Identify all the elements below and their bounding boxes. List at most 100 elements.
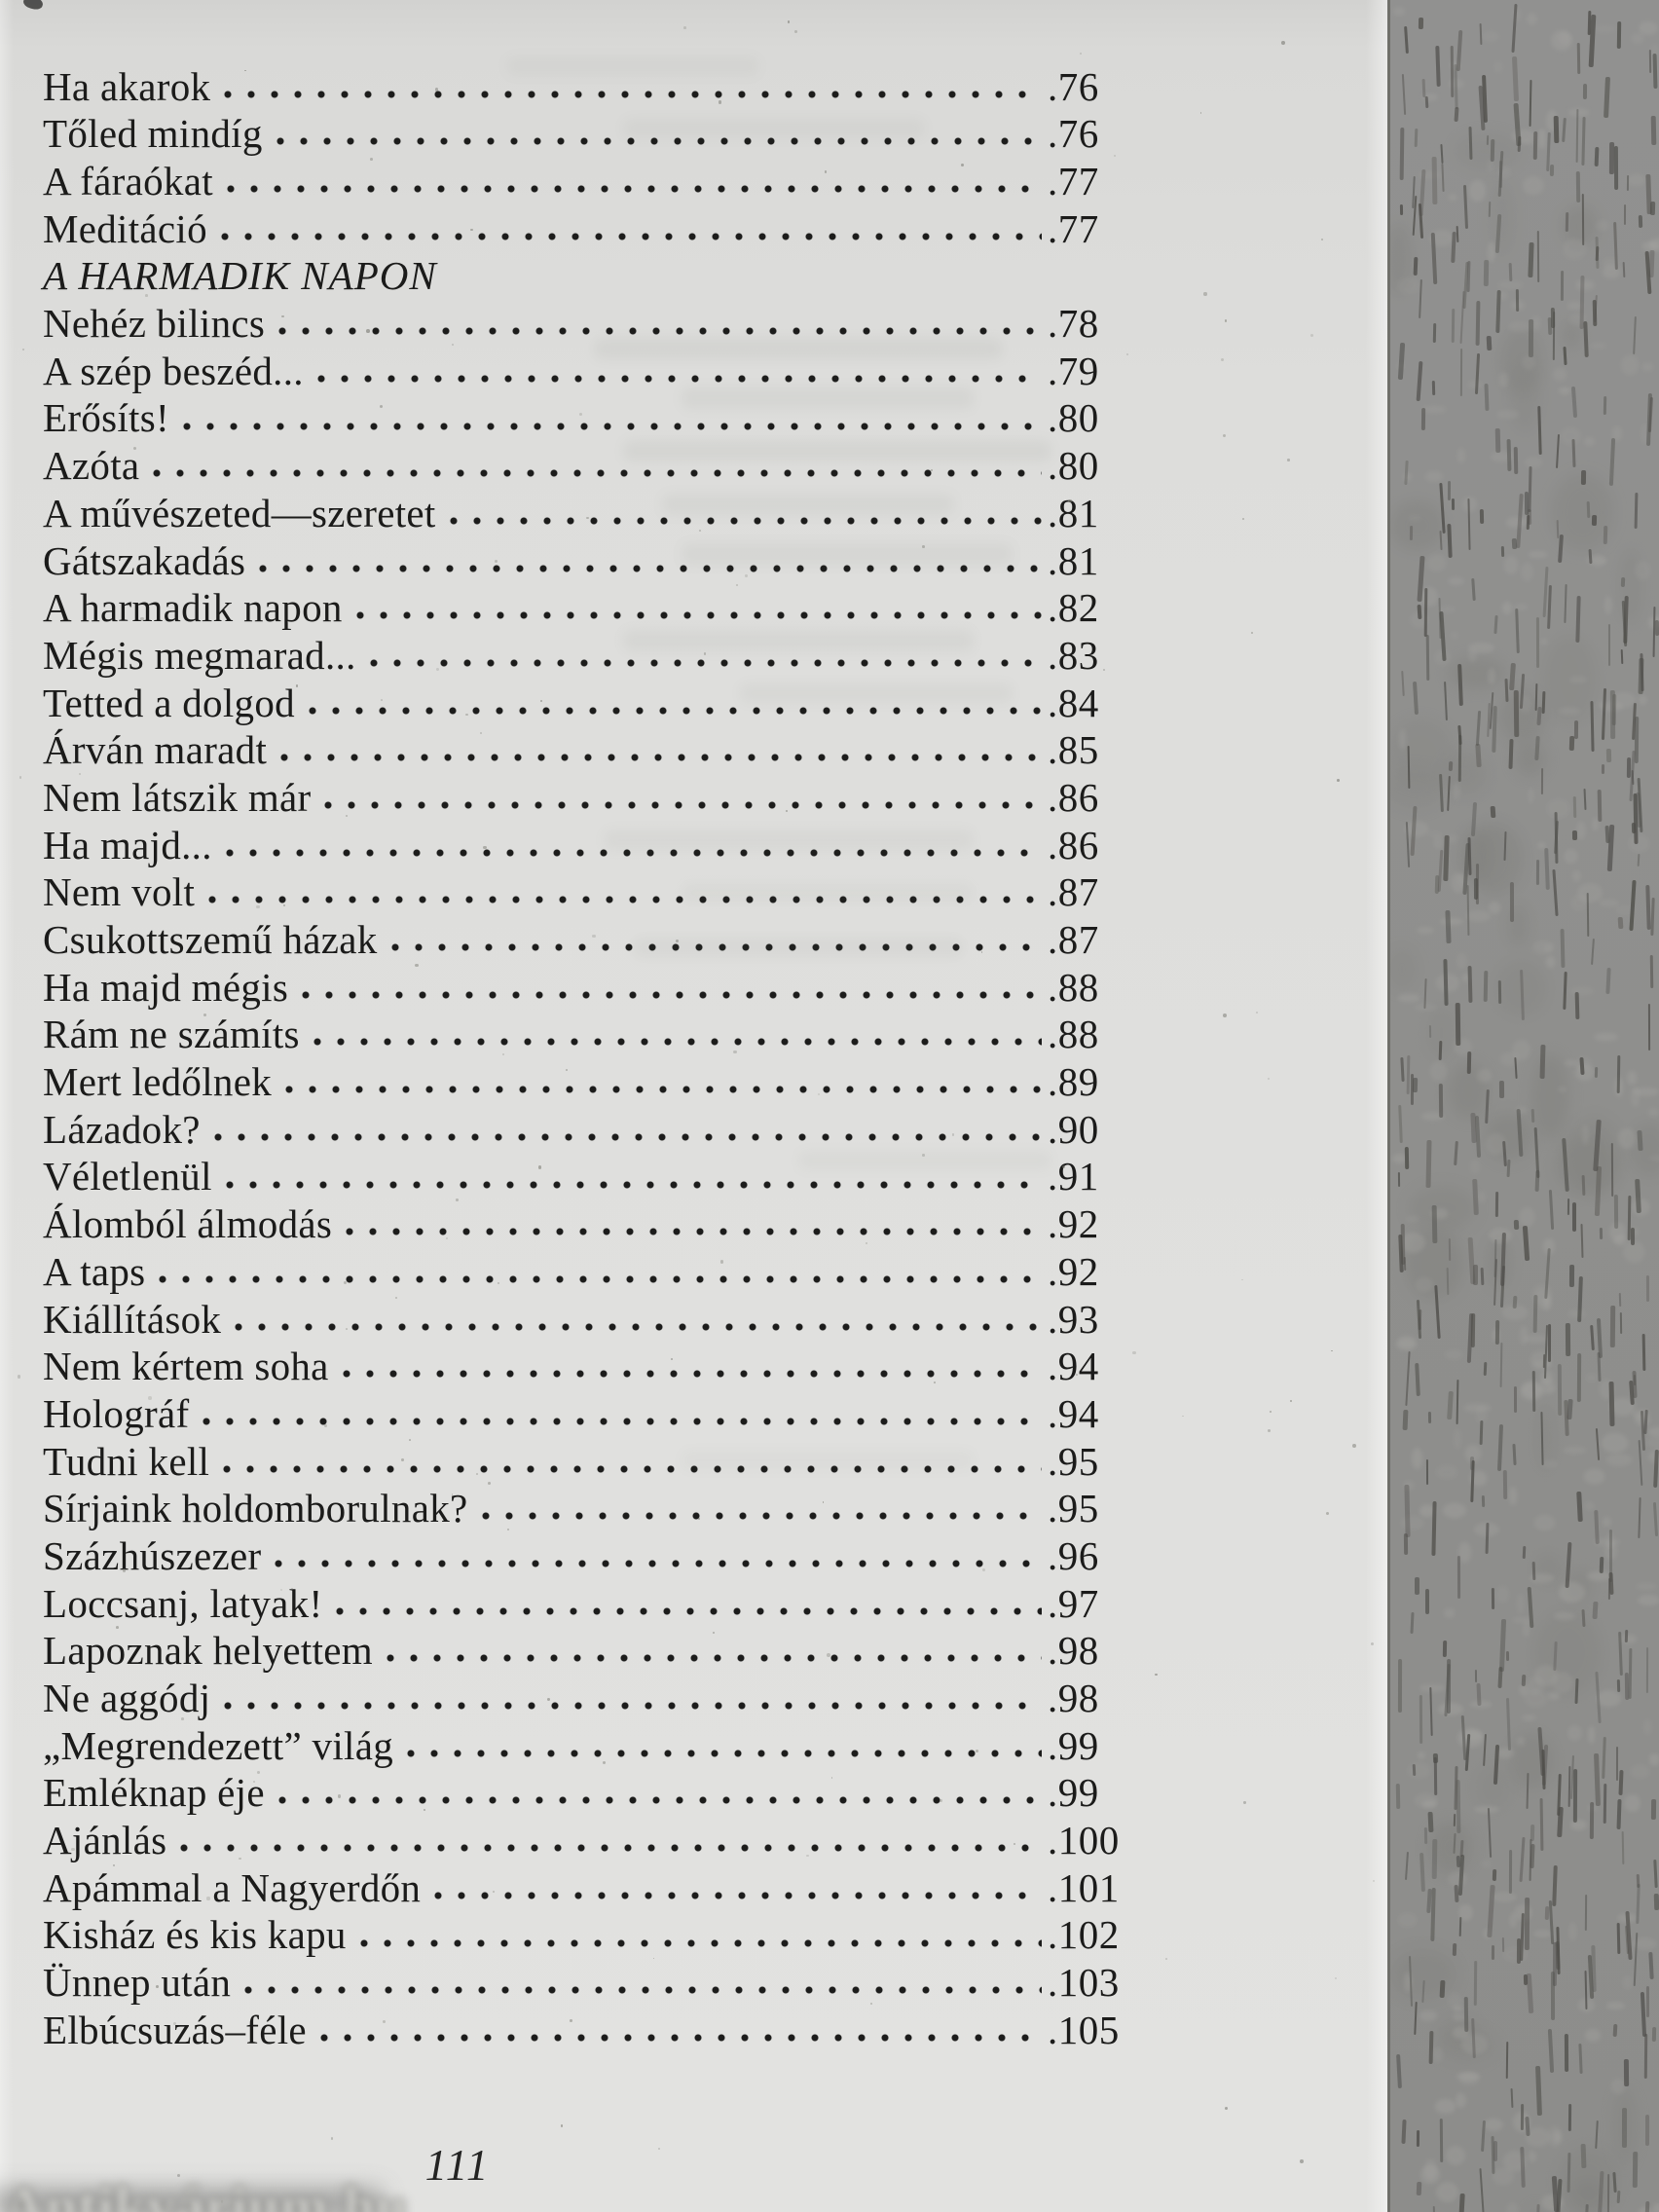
paper-speck	[1320, 238, 1324, 240]
dot-leader	[369, 656, 1042, 669]
edge-light-patch	[1419, 1505, 1435, 1517]
edge-light-patch	[1403, 821, 1429, 837]
paper-speck	[345, 815, 348, 818]
edge-dash	[1563, 347, 1567, 365]
edge-light-patch	[1542, 1295, 1552, 1310]
edge-dash	[1442, 1641, 1448, 1658]
paper-speck	[295, 684, 299, 688]
edge-dash	[1475, 863, 1479, 905]
edge-light-patch	[1541, 1459, 1558, 1469]
dot-leader	[285, 1084, 1042, 1096]
edge-light-patch	[1452, 783, 1461, 799]
edge-dash	[1623, 2059, 1629, 2086]
showthrough-streak	[682, 883, 974, 903]
edge-dash	[1413, 2002, 1418, 2035]
edge-dash	[1508, 262, 1512, 281]
edge-light-patch	[1584, 437, 1596, 447]
toc-page-number: .76	[1048, 111, 1099, 157]
edge-dash	[1549, 165, 1555, 176]
edge-light-patch	[1432, 836, 1443, 850]
toc-row: Apámmal a Nagyerdőn .101	[43, 1862, 1125, 1909]
edge-dash	[1565, 2033, 1569, 2072]
edge-light-patch	[1522, 176, 1545, 195]
edge-dash	[1614, 145, 1618, 190]
edge-dash	[1432, 322, 1436, 343]
edge-dash	[1537, 406, 1543, 456]
edge-dash	[1506, 1698, 1512, 1751]
edge-light-patch	[1631, 32, 1644, 44]
edge-light-patch	[1605, 1531, 1614, 1549]
edge-dash	[1635, 492, 1640, 529]
dot-leader	[280, 752, 1042, 764]
edge-blotch	[1557, 2147, 1619, 2212]
toc-page-number: .102	[1048, 1912, 1120, 1958]
edge-dash	[1556, 520, 1560, 539]
edge-dash	[1505, 1650, 1509, 1661]
paper-speck	[239, 1857, 241, 1861]
showthrough-streak	[682, 1451, 974, 1470]
edge-light-patch	[1650, 44, 1659, 58]
edge-dash	[1499, 160, 1502, 188]
edge-dash	[1615, 1799, 1621, 1830]
edge-light-patch	[1581, 1124, 1589, 1146]
paper-speck	[980, 950, 983, 953]
edge-light-patch	[1391, 1153, 1407, 1164]
edge-blotch	[1531, 1053, 1570, 1140]
paper-speck	[1076, 1373, 1078, 1376]
edge-light-patch	[1456, 2092, 1467, 2108]
edge-dash	[1585, 1894, 1588, 1931]
toc-title: A taps	[43, 1248, 146, 1294]
edge-light-patch	[1545, 956, 1555, 968]
edge-dash	[1398, 1172, 1401, 1188]
edge-light-patch	[1453, 2006, 1463, 2012]
toc-title: Ha akarok	[43, 63, 211, 109]
edge-dash	[1401, 670, 1406, 697]
edge-dash	[1488, 1808, 1493, 1858]
toc-page-number: .77	[1048, 159, 1099, 204]
edge-dash	[1648, 1951, 1655, 1979]
edge-light-patch	[1557, 1086, 1567, 1093]
edge-light-patch	[1604, 596, 1612, 614]
scan-edge-light	[0, 0, 14, 2212]
edge-dash	[1398, 1658, 1403, 1713]
edge-light-patch	[1425, 471, 1444, 483]
edge-light-patch	[1533, 1665, 1558, 1686]
edge-dash	[1584, 1971, 1588, 2010]
edge-dash	[1572, 796, 1577, 819]
edge-light-patch	[1419, 2010, 1437, 2022]
edge-dash	[1652, 1501, 1658, 1537]
paper-speck	[830, 1777, 833, 1779]
paper-speck	[602, 1760, 607, 1765]
edge-dash	[1573, 719, 1578, 739]
edge-blotch	[1390, 718, 1454, 787]
edge-light-patch	[1615, 904, 1635, 915]
toc-row: Mégis megmarad... .83	[43, 629, 1125, 677]
paper-speck	[1199, 112, 1202, 114]
edge-dash	[1476, 1682, 1482, 1706]
edge-blotch	[1390, 1949, 1457, 2000]
edge-dash	[1425, 635, 1430, 682]
edge-dash	[1583, 789, 1587, 811]
dot-leader	[223, 1462, 1042, 1475]
toc-row: Nem kértem soha .94	[43, 1341, 1125, 1388]
dot-leader	[275, 1558, 1042, 1569]
edge-dash	[1548, 2028, 1555, 2074]
edge-dash	[1516, 288, 1520, 312]
edge-dash	[1603, 525, 1607, 544]
paper-speck	[1242, 518, 1244, 521]
edge-light-patch	[1514, 603, 1528, 610]
edge-dash	[1595, 2120, 1600, 2149]
edge-dash	[1581, 469, 1586, 485]
edge-light-patch	[1436, 2182, 1458, 2203]
edge-light-patch	[1456, 953, 1467, 969]
edge-dash	[1506, 439, 1511, 472]
edge-light-patch	[1486, 1133, 1507, 1155]
paper-speck	[370, 158, 373, 162]
edge-light-patch	[1558, 32, 1571, 45]
edge-light-patch	[1517, 1594, 1525, 1614]
paper-speck	[712, 1631, 716, 1635]
edge-light-patch	[1396, 276, 1419, 294]
edge-light-patch	[1403, 473, 1413, 482]
paper-speck	[547, 1697, 551, 1701]
paper-speck	[866, 1242, 868, 1245]
